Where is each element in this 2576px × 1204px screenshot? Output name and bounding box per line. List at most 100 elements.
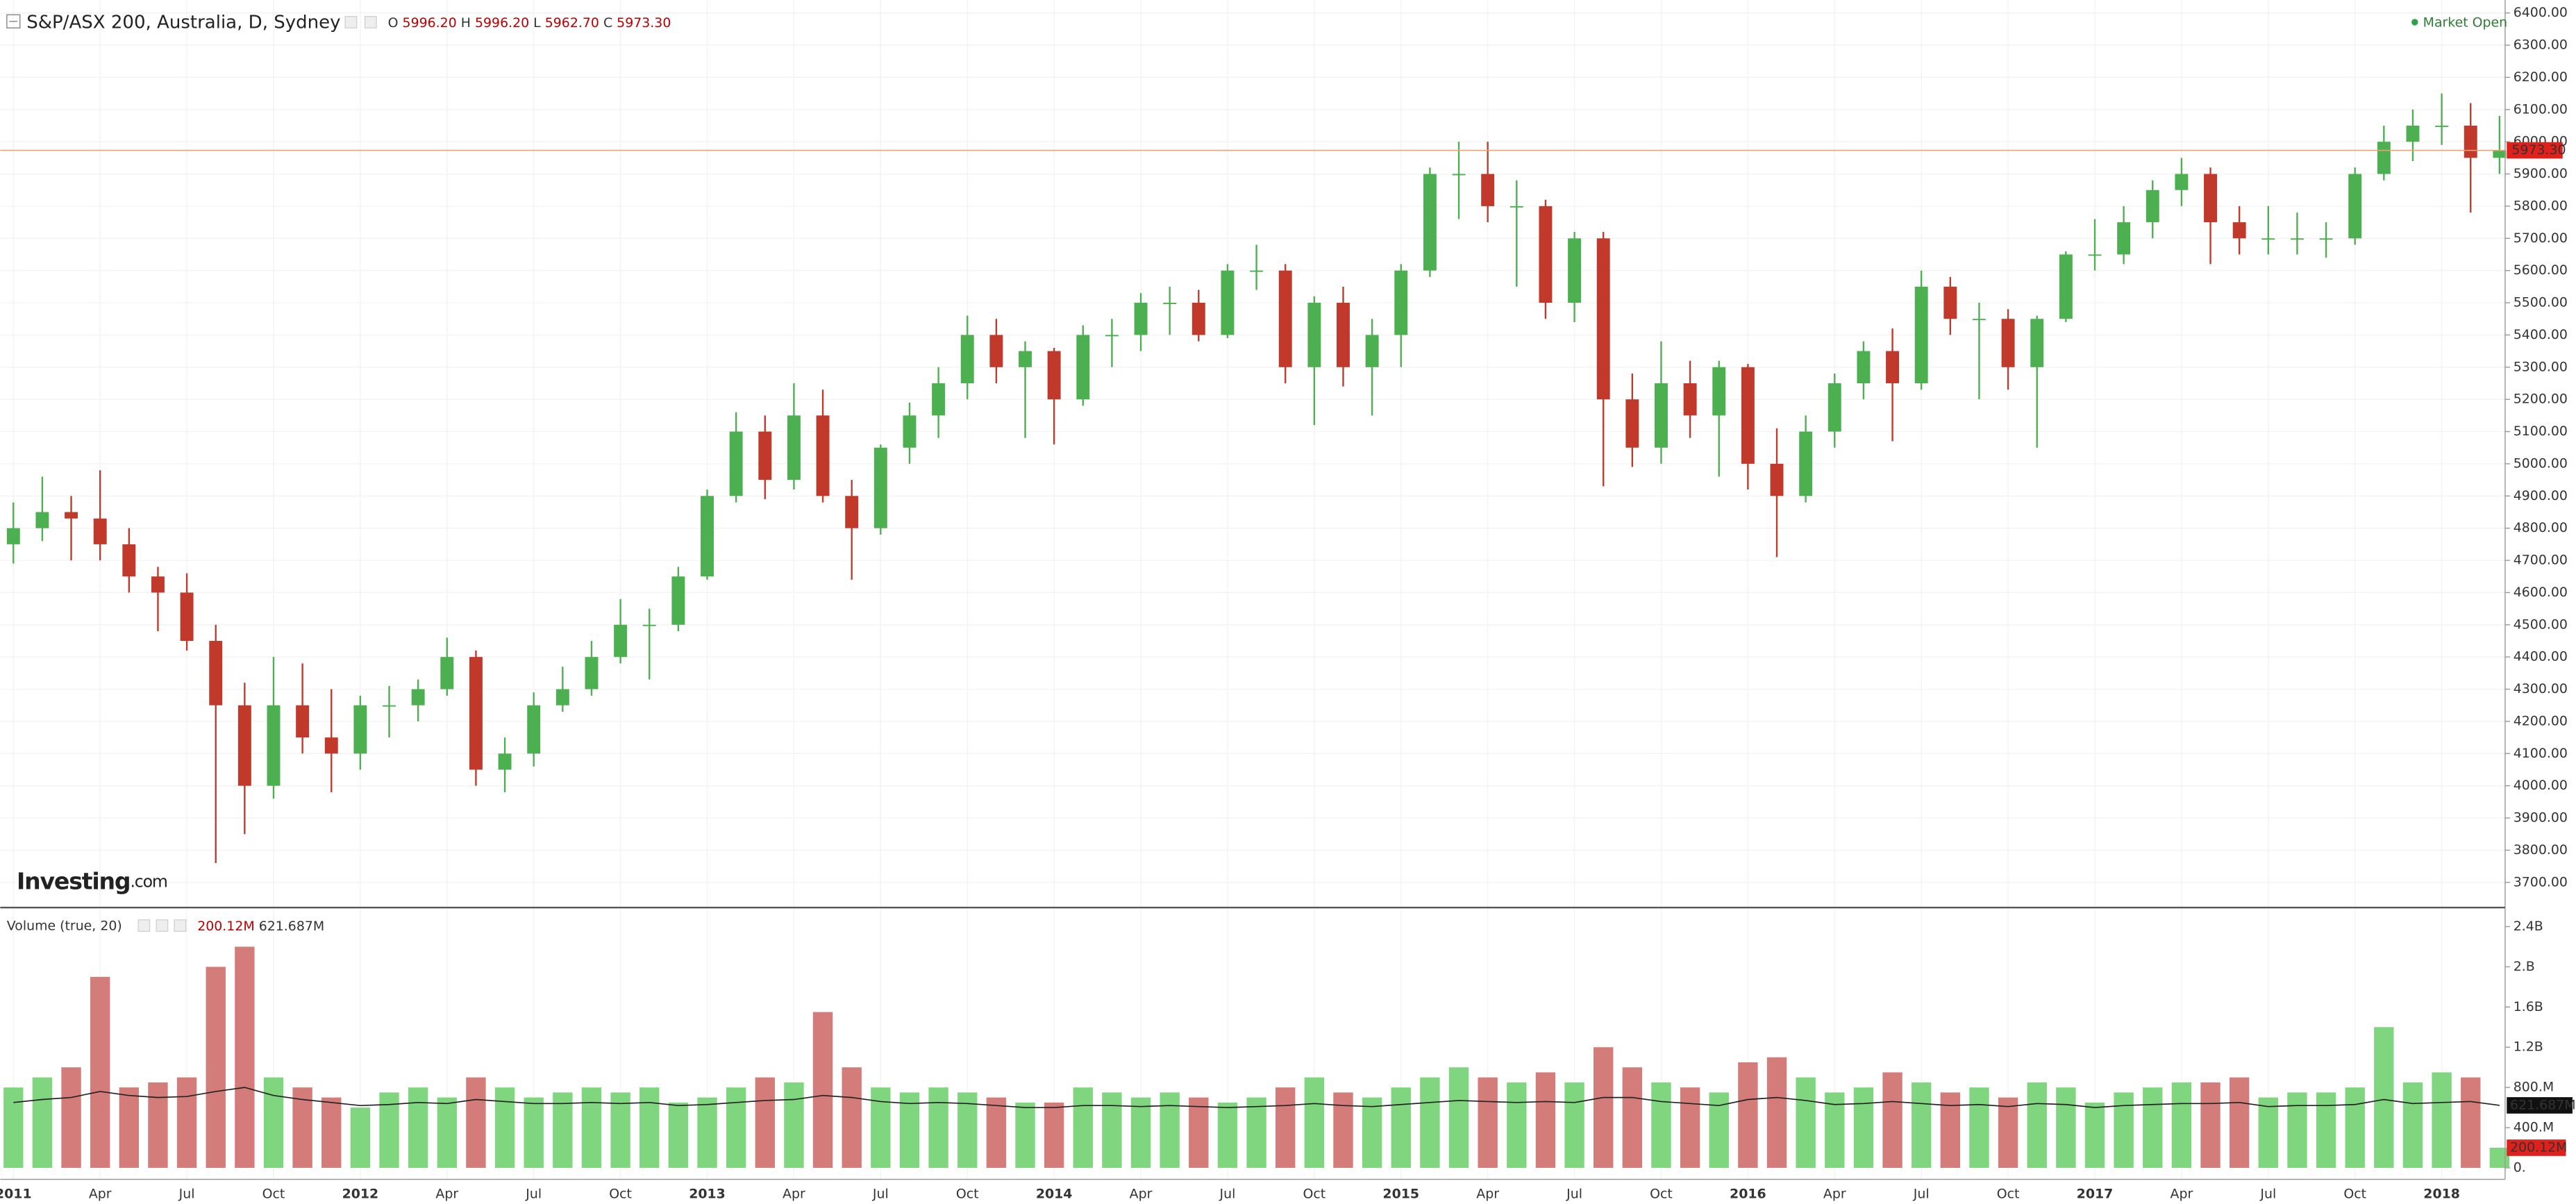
candle-body bbox=[1799, 431, 1813, 496]
y2-tick-label: 0. bbox=[2514, 1160, 2526, 1175]
volume-bar bbox=[1130, 1097, 1151, 1168]
close-button[interactable] bbox=[174, 919, 187, 932]
volume-bar bbox=[1478, 1077, 1498, 1168]
volume-bar bbox=[2374, 1027, 2394, 1168]
settings-button[interactable] bbox=[344, 16, 358, 28]
volume-bar bbox=[2056, 1087, 2076, 1168]
y-tick-label: 5700.00 bbox=[2514, 231, 2568, 246]
volume-bar bbox=[928, 1087, 948, 1168]
x-tick-label: Oct bbox=[2343, 1186, 2366, 1201]
candle-body bbox=[1972, 319, 1986, 321]
volume-bar bbox=[1998, 1097, 2018, 1168]
candle-body bbox=[1741, 367, 1755, 464]
volume-bar bbox=[148, 1082, 168, 1168]
volume-value-box bbox=[2507, 1139, 2566, 1156]
volume-bar bbox=[581, 1087, 602, 1168]
volume-bar bbox=[1535, 1072, 1556, 1168]
volume-bar bbox=[1015, 1102, 1035, 1168]
volume-bar bbox=[784, 1082, 804, 1168]
y-tick-label: 3800.00 bbox=[2514, 842, 2568, 858]
candle-body bbox=[324, 737, 338, 754]
volume-bar bbox=[2171, 1082, 2192, 1168]
candle-body bbox=[296, 705, 310, 738]
market-status-dot bbox=[2411, 19, 2418, 26]
candle-body bbox=[1914, 286, 1928, 383]
candle-body bbox=[1568, 238, 1582, 303]
volume-bar bbox=[1420, 1077, 1440, 1168]
x-tick-label: Apr bbox=[1476, 1186, 1499, 1201]
candle-body bbox=[180, 592, 194, 641]
y-tick-label: 5000.00 bbox=[2514, 455, 2568, 471]
candle-body bbox=[1337, 303, 1350, 367]
candle-body bbox=[2261, 238, 2275, 240]
y-tick-label: 5400.00 bbox=[2514, 327, 2568, 342]
candle-body bbox=[1539, 206, 1553, 303]
y2-tick-label: 800.M bbox=[2514, 1080, 2554, 1095]
volume-bar bbox=[668, 1102, 689, 1168]
volume-bar bbox=[553, 1092, 573, 1168]
y2-tick-label: 400.M bbox=[2514, 1120, 2554, 1135]
candle-body bbox=[1191, 303, 1205, 335]
y-tick-label: 5800.00 bbox=[2514, 198, 2568, 213]
candle-body bbox=[469, 657, 483, 770]
volume-bar bbox=[2287, 1092, 2307, 1168]
volume-bar bbox=[1940, 1092, 1961, 1168]
collapse-button[interactable] bbox=[6, 14, 21, 28]
volume-bar bbox=[3, 1087, 24, 1168]
volume-bar bbox=[2432, 1072, 2452, 1168]
y2-tick-label: 1.2B bbox=[2514, 1039, 2543, 1055]
y2-tick-label: 2.B bbox=[2514, 959, 2535, 974]
candle-body bbox=[816, 415, 830, 496]
candle-body bbox=[1770, 463, 1784, 496]
logo: Investing.com bbox=[17, 867, 167, 894]
x-tick-label: Jul bbox=[2259, 1186, 2276, 1201]
volume-bar bbox=[292, 1087, 312, 1168]
label: H bbox=[461, 15, 471, 31]
candle-body bbox=[2030, 319, 2044, 367]
hide-button[interactable] bbox=[156, 919, 169, 932]
candle-body bbox=[527, 705, 541, 754]
y-tick-label: 4400.00 bbox=[2514, 649, 2568, 664]
y-tick-label: 4000.00 bbox=[2514, 778, 2568, 793]
label: C bbox=[603, 15, 612, 31]
y-tick-label: 4700.00 bbox=[2514, 553, 2568, 568]
label: O bbox=[388, 15, 399, 31]
candle-body bbox=[2175, 174, 2189, 190]
hide-button[interactable] bbox=[364, 16, 377, 28]
candle-body bbox=[1134, 303, 1148, 335]
volume-bar bbox=[321, 1097, 342, 1168]
x-tick-label: 2011 bbox=[0, 1186, 32, 1201]
candle-body bbox=[1452, 174, 1466, 176]
volume-bar bbox=[1796, 1077, 1816, 1168]
logo-main: Investing bbox=[17, 867, 130, 894]
x-tick-label: Apr bbox=[89, 1186, 112, 1201]
candle-body bbox=[614, 624, 628, 658]
value: 5996.20 bbox=[475, 15, 529, 31]
candle-body bbox=[2232, 222, 2246, 239]
candle-body bbox=[1509, 206, 1523, 208]
candle-body bbox=[1250, 270, 1264, 272]
candle-body bbox=[2493, 150, 2507, 158]
x-tick-label: Jul bbox=[872, 1186, 889, 1201]
x-tick-label: Jul bbox=[178, 1186, 195, 1201]
volume-bar bbox=[1594, 1047, 1614, 1168]
volume-bar bbox=[610, 1092, 630, 1168]
y2-tick-label: 2.4B bbox=[2514, 919, 2543, 934]
y-tick-label: 6400.00 bbox=[2514, 5, 2568, 20]
candle-body bbox=[642, 624, 656, 626]
y-tick-label: 5900.00 bbox=[2514, 166, 2568, 181]
candle-body bbox=[1365, 335, 1379, 367]
settings-button[interactable] bbox=[137, 919, 151, 932]
candle-body bbox=[383, 705, 396, 707]
instrument-title: S&P/ASX 200, Australia, D, Sydney bbox=[26, 12, 340, 33]
volume-bar bbox=[32, 1077, 53, 1168]
volume-bar bbox=[1073, 1087, 1093, 1168]
candle-body bbox=[1105, 335, 1119, 337]
volume-ma-line bbox=[13, 1087, 2500, 1108]
candle-body bbox=[787, 415, 801, 480]
x-tick-label: 2012 bbox=[342, 1186, 379, 1201]
logo-suffix: .com bbox=[130, 871, 167, 891]
